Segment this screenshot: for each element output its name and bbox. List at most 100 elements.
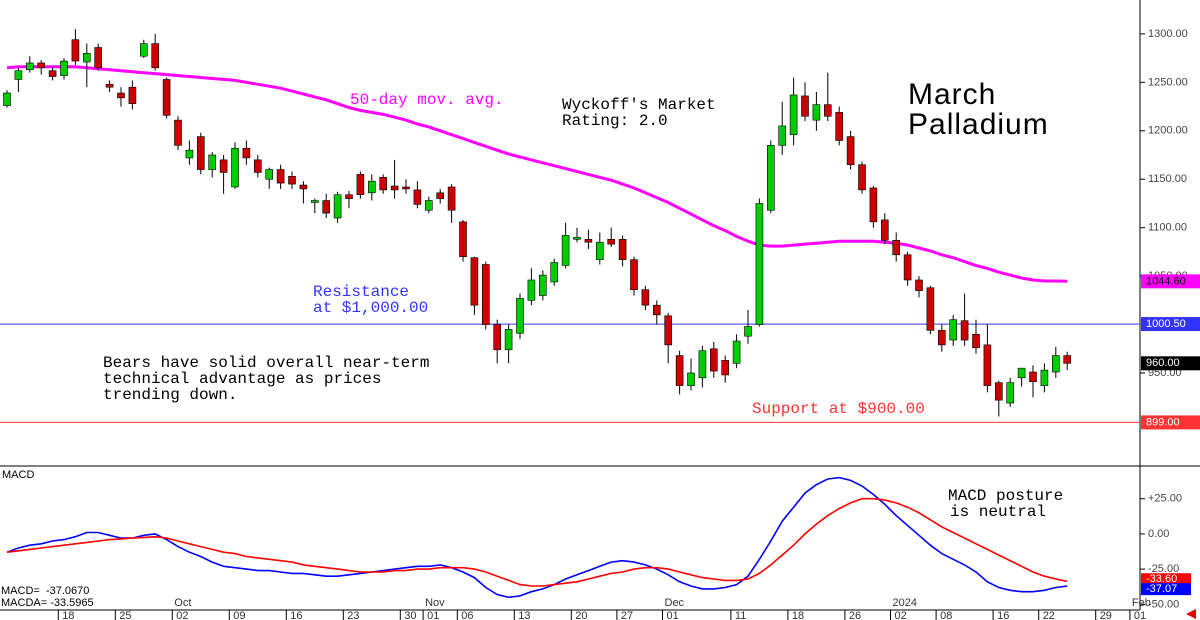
x-tick-label: 30 bbox=[404, 610, 416, 620]
candle-body bbox=[94, 47, 102, 69]
candle-body bbox=[789, 94, 798, 135]
candle-body bbox=[664, 315, 673, 346]
candle-body bbox=[117, 92, 125, 99]
candle-body bbox=[755, 203, 764, 325]
macd-label: -33.60 bbox=[1146, 573, 1177, 585]
x-tick-label: 16 bbox=[997, 610, 1009, 620]
panel-title: MACD bbox=[2, 469, 34, 481]
annotation: Wyckoff's Market bbox=[562, 96, 716, 114]
candle-body bbox=[949, 319, 958, 341]
level-label-box bbox=[1141, 415, 1200, 430]
candle-body bbox=[823, 104, 832, 117]
candle-body bbox=[151, 43, 159, 69]
ma-annotation: 50-day mov. avg. bbox=[350, 91, 504, 109]
x-tick-label: 18 bbox=[62, 610, 74, 620]
month-label: Nov bbox=[425, 597, 445, 609]
candle-body bbox=[892, 239, 901, 256]
annotation: Resistance bbox=[313, 283, 409, 301]
y-tick-label: 1100.00 bbox=[1148, 222, 1187, 234]
level-label: 1000.50 bbox=[1146, 318, 1186, 330]
candle-body bbox=[493, 324, 502, 351]
candle-body bbox=[447, 186, 456, 211]
ma-label-box bbox=[1141, 274, 1200, 289]
candle-body bbox=[869, 187, 878, 223]
candle-body bbox=[310, 200, 319, 203]
last-price-label: 960.00 bbox=[1146, 357, 1180, 369]
candle-body bbox=[516, 298, 524, 334]
candle-body bbox=[915, 279, 923, 291]
x-tick-label: 20 bbox=[575, 610, 587, 620]
candle-body bbox=[709, 348, 718, 372]
macd-line bbox=[6, 476, 1068, 599]
candle-body bbox=[424, 200, 433, 211]
annotation: Rating: 2.0 bbox=[562, 112, 668, 130]
candle-body bbox=[470, 257, 479, 306]
x-tick-label: 11 bbox=[735, 610, 746, 620]
month-label: 2024 bbox=[893, 597, 917, 609]
candle-body bbox=[835, 112, 844, 141]
candle-body bbox=[390, 185, 399, 191]
x-tick-label: 09 bbox=[233, 610, 245, 620]
annotation: at $1,000.00 bbox=[313, 299, 428, 317]
scroll-arrow bbox=[1186, 609, 1196, 619]
level-label-box bbox=[1141, 317, 1200, 332]
candle-body bbox=[675, 355, 684, 386]
candle-body bbox=[641, 289, 650, 306]
candle-body bbox=[128, 86, 137, 104]
y-tick-label: 1250.00 bbox=[1148, 76, 1188, 88]
candle-body bbox=[698, 350, 707, 379]
candle-body bbox=[926, 287, 935, 331]
candle-body bbox=[960, 320, 969, 341]
y-tick-label: -50.00 bbox=[1148, 598, 1179, 610]
candle-body bbox=[219, 159, 228, 173]
month-label: Dec bbox=[665, 597, 685, 609]
candle-body bbox=[1029, 371, 1037, 383]
candle-body bbox=[48, 70, 57, 77]
candle-body bbox=[185, 149, 194, 159]
candle-body bbox=[687, 372, 695, 386]
candle-body bbox=[254, 159, 262, 173]
x-tick-label: 13 bbox=[518, 610, 530, 620]
candle-body bbox=[721, 360, 730, 376]
candle-body bbox=[903, 254, 912, 281]
candle-body bbox=[1040, 369, 1049, 386]
candle-body bbox=[265, 169, 274, 180]
x-tick-label: 01 bbox=[1134, 610, 1146, 620]
candle-body bbox=[584, 238, 593, 243]
candle-body bbox=[37, 62, 46, 69]
candle-body bbox=[595, 241, 604, 260]
candle-body bbox=[436, 192, 445, 199]
x-tick-label: 06 bbox=[461, 610, 473, 620]
candle-body bbox=[573, 237, 581, 240]
last-price-box bbox=[1141, 356, 1200, 371]
x-tick-label: 26 bbox=[849, 610, 861, 620]
x-tick-label: 29 bbox=[1100, 610, 1112, 620]
x-tick-label: 18 bbox=[792, 610, 804, 620]
candle-body bbox=[766, 145, 775, 211]
candle-body bbox=[25, 62, 34, 71]
candle-body bbox=[197, 136, 205, 170]
candle-body bbox=[561, 235, 570, 266]
x-tick-label: 22 bbox=[1043, 610, 1055, 620]
y-tick-label: +25.00 bbox=[1148, 493, 1182, 505]
macd-label: -37.07 bbox=[1146, 583, 1177, 595]
annotation: technical advantage as prices bbox=[103, 370, 381, 388]
candle-body bbox=[630, 259, 638, 290]
candle-body bbox=[550, 262, 559, 283]
x-tick-label: 02 bbox=[895, 610, 907, 620]
y-tick-label: -25.00 bbox=[1148, 563, 1179, 575]
candle-body bbox=[652, 304, 661, 316]
candle-body bbox=[356, 174, 365, 196]
candle-body bbox=[379, 176, 388, 191]
x-tick-label: 16 bbox=[290, 610, 302, 620]
candle-body bbox=[345, 194, 353, 199]
candle-body bbox=[527, 279, 536, 301]
ma-label: 1044.60 bbox=[1146, 275, 1186, 287]
y-tick-label: 1150.00 bbox=[1148, 173, 1187, 185]
y-tick-label: 1200.00 bbox=[1148, 125, 1188, 137]
y-tick-label: 0.00 bbox=[1148, 528, 1169, 540]
annotation: Bears have solid overall near-term bbox=[103, 354, 429, 372]
candle-body bbox=[105, 83, 114, 88]
candle-body bbox=[937, 330, 946, 346]
